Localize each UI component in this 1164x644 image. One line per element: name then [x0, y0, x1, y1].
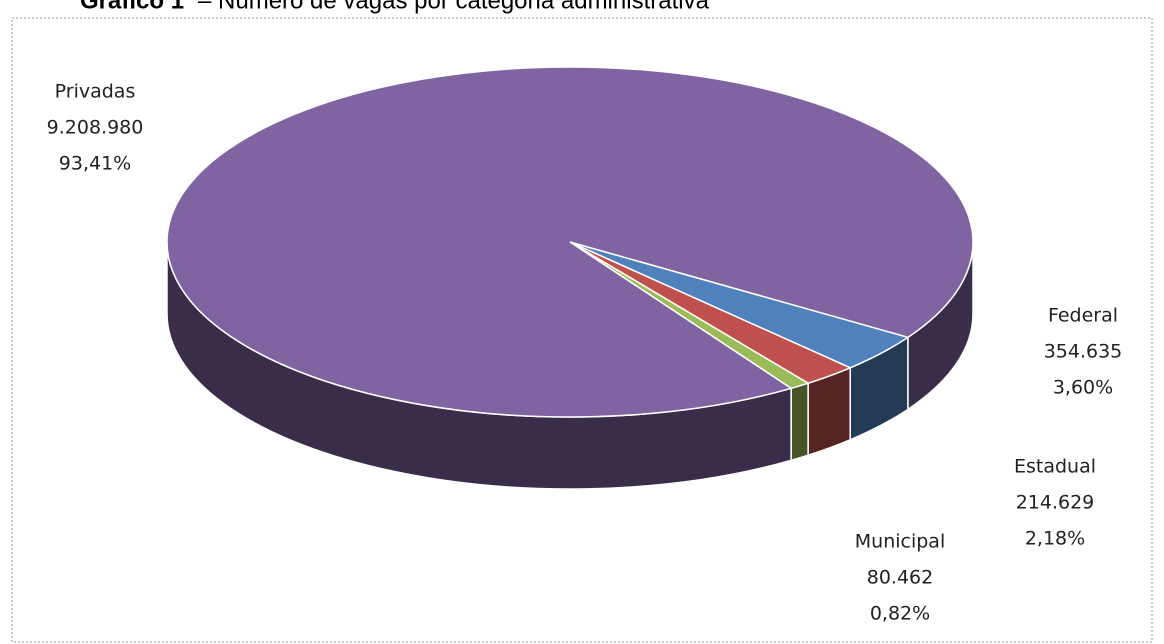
pie-side: [790, 382, 809, 462]
chart-label: Gráfico 1: [80, 0, 184, 14]
slice-label: Estadual: [1014, 456, 1096, 478]
slice-percent: 3,60%: [1053, 377, 1113, 399]
slice-label: Federal: [1048, 305, 1118, 327]
slice-percent: 93,41%: [59, 153, 131, 175]
slice-percent: 0,82%: [870, 603, 930, 625]
slice-label: Municipal: [855, 531, 945, 553]
slice-percent: 2,18%: [1025, 528, 1085, 550]
slice-value: 80.462: [867, 567, 933, 589]
chart-title: – Número de vagas por categoria administ…: [198, 0, 710, 14]
pie-slice: [166, 66, 974, 418]
slice-value: 9.208.980: [47, 117, 144, 139]
slice-value: 214.629: [1016, 492, 1095, 514]
slice-value: 354.635: [1044, 341, 1123, 363]
slice-label: Privadas: [55, 81, 136, 103]
chart-frame: [11, 17, 1153, 643]
